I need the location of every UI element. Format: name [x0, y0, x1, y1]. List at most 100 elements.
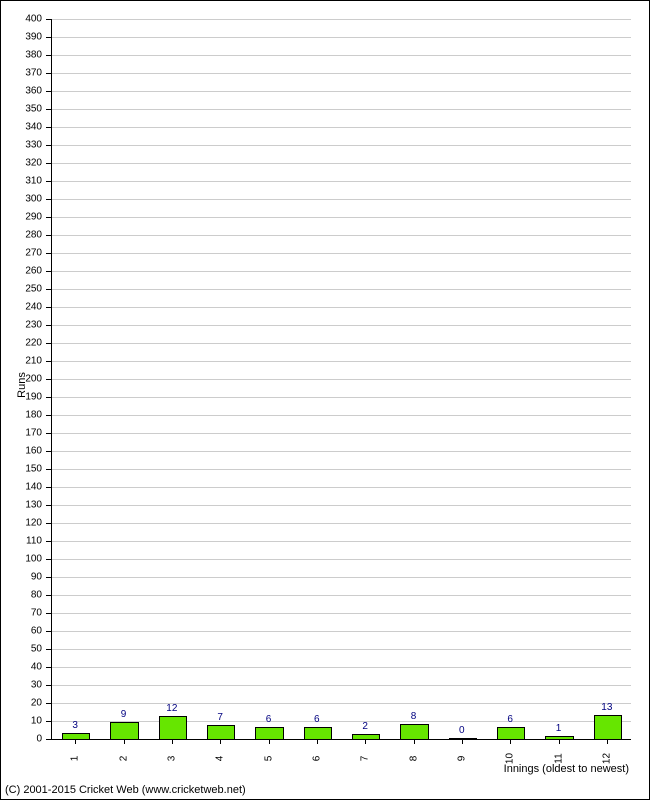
y-tick [46, 541, 51, 542]
x-tick-label: 1 [70, 756, 81, 762]
x-tick [269, 739, 270, 744]
y-tick-label: 220 [25, 338, 42, 349]
x-tick [462, 739, 463, 744]
y-tick-label: 110 [26, 536, 42, 547]
y-tick [46, 379, 51, 380]
bar-value-label: 6 [507, 714, 513, 725]
gridline [51, 307, 631, 308]
bar-value-label: 1 [556, 723, 562, 734]
y-tick-label: 100 [25, 554, 42, 565]
y-tick-label: 180 [25, 410, 42, 421]
y-tick-label: 390 [25, 32, 42, 43]
gridline [51, 595, 631, 596]
gridline [51, 541, 631, 542]
gridline [51, 703, 631, 704]
y-tick [46, 163, 51, 164]
y-tick [46, 73, 51, 74]
y-tick-label: 250 [25, 284, 42, 295]
y-axis-line [51, 19, 52, 739]
y-tick [46, 343, 51, 344]
gridline [51, 379, 631, 380]
gridline [51, 217, 631, 218]
y-tick [46, 199, 51, 200]
y-tick-label: 350 [25, 104, 42, 115]
bar [304, 727, 333, 739]
x-tick-label: 4 [215, 756, 226, 762]
gridline [51, 163, 631, 164]
gridline [51, 109, 631, 110]
gridline [51, 451, 631, 452]
y-tick-label: 120 [25, 518, 42, 529]
gridline [51, 73, 631, 74]
y-tick [46, 559, 51, 560]
y-tick-label: 370 [25, 68, 42, 79]
y-tick-label: 30 [31, 680, 42, 691]
gridline [51, 469, 631, 470]
y-tick-label: 70 [31, 608, 42, 619]
x-tick-label: 8 [408, 756, 419, 762]
y-tick [46, 37, 51, 38]
y-tick [46, 685, 51, 686]
y-tick [46, 325, 51, 326]
x-tick [559, 739, 560, 744]
x-tick-label: 6 [311, 756, 322, 762]
x-tick [510, 739, 511, 744]
gridline [51, 487, 631, 488]
gridline [51, 199, 631, 200]
y-tick-label: 270 [25, 248, 42, 259]
y-tick [46, 415, 51, 416]
y-tick [46, 397, 51, 398]
y-tick [46, 19, 51, 20]
y-tick-label: 140 [25, 482, 42, 493]
x-tick-label: 3 [166, 756, 177, 762]
bar [594, 715, 623, 739]
bar [497, 727, 526, 739]
x-tick [317, 739, 318, 744]
y-tick [46, 271, 51, 272]
x-tick-label: 7 [360, 756, 371, 762]
x-tick [365, 739, 366, 744]
x-tick-label: 11 [553, 753, 564, 763]
x-tick-label: 2 [118, 756, 129, 762]
y-tick-label: 400 [25, 14, 42, 25]
y-tick [46, 289, 51, 290]
y-tick-label: 20 [31, 698, 42, 709]
y-tick [46, 181, 51, 182]
y-tick-label: 80 [31, 590, 42, 601]
y-tick-label: 230 [25, 320, 42, 331]
bar-value-label: 13 [601, 702, 612, 713]
y-tick-label: 280 [25, 230, 42, 241]
bar [255, 727, 284, 739]
y-tick-label: 130 [25, 500, 42, 511]
gridline [51, 253, 631, 254]
y-tick [46, 217, 51, 218]
y-tick-label: 360 [25, 86, 42, 97]
gridline [51, 649, 631, 650]
bar [110, 722, 139, 739]
x-axis-line [51, 739, 631, 740]
y-tick-label: 290 [25, 212, 42, 223]
y-tick [46, 487, 51, 488]
gridline [51, 271, 631, 272]
x-tick [414, 739, 415, 744]
y-tick-label: 190 [25, 392, 42, 403]
gridline [51, 397, 631, 398]
x-tick-label: 10 [505, 753, 516, 764]
bar [207, 725, 236, 739]
gridline [51, 577, 631, 578]
gridline [51, 685, 631, 686]
copyright-text: (C) 2001-2015 Cricket Web (www.cricketwe… [5, 784, 246, 796]
gridline [51, 37, 631, 38]
gridline [51, 433, 631, 434]
y-tick [46, 235, 51, 236]
y-tick-label: 0 [36, 734, 42, 745]
gridline [51, 55, 631, 56]
y-tick [46, 721, 51, 722]
y-tick-label: 320 [25, 158, 42, 169]
gridline [51, 289, 631, 290]
y-tick-label: 260 [25, 266, 42, 277]
y-tick [46, 649, 51, 650]
y-tick-label: 340 [25, 122, 42, 133]
gridline [51, 343, 631, 344]
gridline [51, 325, 631, 326]
